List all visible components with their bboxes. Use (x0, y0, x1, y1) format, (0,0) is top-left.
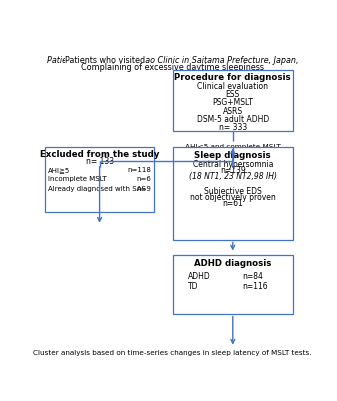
Text: (18 NT1, 23 NT2,98 IH): (18 NT1, 23 NT2,98 IH) (189, 172, 277, 181)
Text: Clinical evaluation: Clinical evaluation (197, 82, 268, 91)
Text: AHI≧5: AHI≧5 (48, 167, 70, 173)
Text: Complaining of excessive daytime sleepiness: Complaining of excessive daytime sleepin… (81, 63, 264, 72)
Text: Already diagnosed with SAS: Already diagnosed with SAS (48, 186, 146, 192)
Text: n=116: n=116 (242, 282, 268, 292)
Text: TD: TD (188, 282, 199, 292)
Text: Subjective EDS: Subjective EDS (204, 187, 262, 196)
Text: Patients who visited Sunao Clinic in Saitama Prefecture, Japan,: Patients who visited Sunao Clinic in Sai… (47, 56, 299, 65)
Text: n=9: n=9 (136, 186, 151, 192)
Text: n=200: n=200 (220, 162, 245, 168)
Text: DSM-5 adult ADHD: DSM-5 adult ADHD (197, 115, 269, 124)
Text: n=6: n=6 (136, 176, 151, 182)
Bar (45, 147, 154, 212)
Text: n= 133: n= 133 (86, 157, 114, 166)
Text: ADHD diagnosis: ADHD diagnosis (194, 259, 272, 268)
Text: AHI<5 and complete MSLT: AHI<5 and complete MSLT (185, 144, 281, 150)
Bar (173, 255, 293, 314)
Text: Sleep diagnosis: Sleep diagnosis (194, 151, 271, 160)
Text: Patients who visited: Patients who visited (65, 56, 146, 65)
Text: n=61: n=61 (222, 199, 243, 209)
Bar (173, 70, 293, 132)
Text: n=118: n=118 (127, 167, 151, 173)
Text: Excluded from the study: Excluded from the study (40, 150, 159, 159)
Text: Patients who visited: Patients who visited (92, 56, 253, 65)
Text: No: No (94, 147, 105, 156)
Text: Central hypersomnia: Central hypersomnia (192, 160, 273, 169)
Text: n= 333: n= 333 (219, 124, 247, 132)
Text: Procedure for diagnosis: Procedure for diagnosis (175, 73, 291, 83)
Text: Incomplete MSLT: Incomplete MSLT (48, 176, 106, 182)
Text: Yes: Yes (227, 147, 239, 156)
Text: n=139: n=139 (220, 166, 246, 175)
Text: ESS: ESS (226, 90, 240, 99)
Text: ASRS: ASRS (223, 107, 243, 116)
Bar (173, 147, 293, 239)
Text: not objectively proven: not objectively proven (190, 193, 276, 202)
Text: ADHD: ADHD (188, 272, 211, 281)
Text: Cluster analysis based on time-series changes in sleep latency of MSLT tests.: Cluster analysis based on time-series ch… (33, 350, 312, 356)
Text: n=84: n=84 (242, 272, 263, 281)
Text: PSG+MSLT: PSG+MSLT (212, 99, 253, 107)
